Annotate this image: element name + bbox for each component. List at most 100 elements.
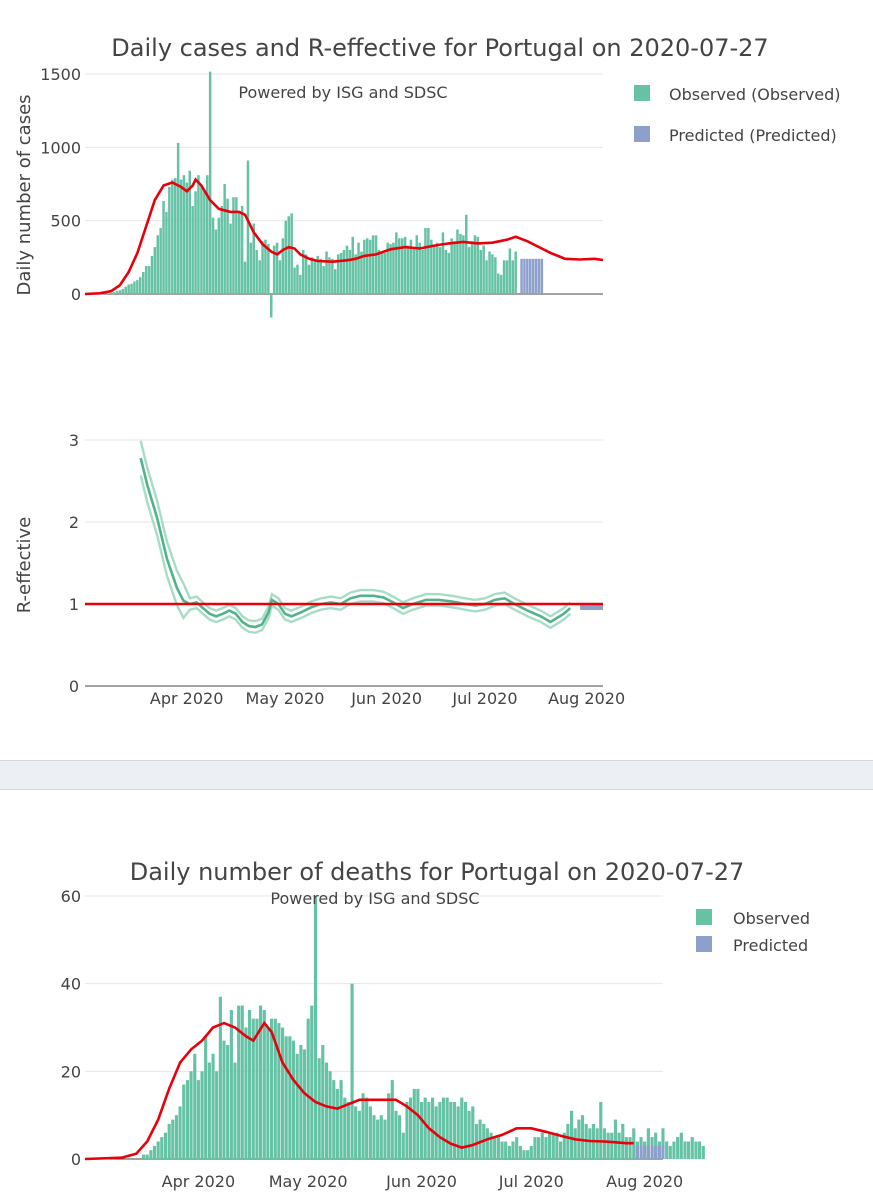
observed-bar [262, 1010, 266, 1159]
observed-bar [430, 239, 433, 294]
observed-bar [427, 228, 430, 294]
observed-bar [441, 232, 445, 294]
r-lower-band [139, 475, 571, 634]
observed-bar [206, 175, 209, 294]
observed-bar [222, 1040, 226, 1159]
observed-bar [152, 1145, 157, 1159]
observed-bar [163, 1132, 168, 1159]
observed-bar [447, 252, 450, 294]
observed-bar [211, 217, 215, 294]
observed-bar [174, 178, 177, 294]
observed-bar [223, 184, 226, 294]
observed-bar [281, 238, 285, 294]
observed-bar [409, 1097, 413, 1159]
observed-bar [182, 1084, 186, 1159]
observed-bar [179, 179, 183, 294]
observed-bar [698, 1141, 702, 1159]
observed-bar [196, 1080, 200, 1159]
x-tick-label: May 2020 [269, 1172, 348, 1191]
observed-bar [537, 1137, 541, 1159]
predicted-bar [540, 258, 544, 294]
observed-bar [668, 1145, 672, 1159]
observed-bar [339, 1080, 343, 1159]
observed-bar [366, 238, 369, 294]
observed-bar [412, 1088, 416, 1159]
observed-bar [376, 1119, 380, 1159]
observed-bar [214, 229, 218, 294]
observed-bar [493, 1137, 497, 1159]
observed-bar [661, 1128, 665, 1159]
observed-bar [522, 1150, 526, 1159]
observed-bar [478, 1119, 482, 1159]
observed-bar [357, 1110, 361, 1159]
observed-bar [307, 264, 311, 294]
observed-bar [628, 1137, 632, 1159]
observed-bar [171, 1119, 175, 1159]
observed-bar [167, 1123, 171, 1159]
observed-bar [244, 1027, 248, 1159]
observed-bar [357, 242, 360, 294]
observed-bar [511, 1141, 515, 1159]
observed-bar [416, 1088, 420, 1159]
observed-bar [313, 260, 317, 294]
observed-bar [566, 1123, 570, 1159]
observed-bar [248, 1010, 252, 1159]
cases-legend[interactable]: Observed (Observed) Predicted (Predicted… [634, 85, 841, 145]
observed-bar [273, 1018, 277, 1159]
r-x-tick-label: Jun 2020 [350, 689, 422, 708]
observed-bar [390, 1080, 394, 1159]
observed-bar [392, 242, 395, 294]
observed-bar [290, 213, 293, 294]
observed-bar [363, 239, 366, 294]
r-effective-panel: 0 1 2 3 R-effective Apr 2020 May 2020 Jun 202… [14, 431, 625, 708]
observed-bar [360, 251, 363, 294]
observed-bar [372, 1115, 376, 1159]
observed-bar [336, 254, 340, 294]
observed-bar [270, 294, 273, 318]
observed-bar [386, 242, 389, 294]
predicted-bar [643, 1145, 647, 1159]
observed-bar [496, 1137, 500, 1159]
deaths-legend[interactable]: Observed Predicted [696, 909, 810, 955]
observed-bar [654, 1132, 658, 1159]
y-tick-label-60: 60 [61, 887, 81, 906]
observed-bar [562, 1132, 566, 1159]
observed-bar [701, 1145, 705, 1159]
observed-bar [208, 71, 212, 294]
observed-bar [497, 273, 500, 294]
observed-bar [456, 1106, 460, 1159]
observed-bar [149, 1150, 153, 1159]
legend-deaths-observed-label: Observed [733, 909, 810, 928]
observed-bar [150, 255, 154, 294]
observed-bar [610, 1132, 614, 1159]
observed-bar [533, 1137, 537, 1159]
observed-bar [162, 200, 165, 294]
deaths-observed-bars [142, 896, 705, 1160]
observed-bar [646, 1128, 650, 1159]
predicted-bar [639, 1145, 643, 1159]
observed-bar [220, 206, 223, 294]
observed-bar [153, 247, 157, 294]
observed-bar [415, 235, 418, 294]
predicted-bar [523, 258, 526, 294]
observed-bar [518, 1145, 522, 1159]
observed-bar [450, 238, 453, 294]
deaths-smoothed-line [84, 1020, 634, 1161]
observed-bar [299, 274, 302, 294]
observed-bar [540, 1132, 544, 1159]
observed-bar [104, 293, 107, 294]
observed-bar [232, 197, 235, 294]
observed-bar [617, 1132, 621, 1159]
observed-bar [335, 1088, 339, 1159]
observed-bar [423, 1097, 427, 1159]
y-tick-label-0: 0 [71, 285, 81, 304]
observed-bar [504, 1141, 508, 1159]
predicted-bar [661, 1145, 665, 1159]
observed-bar [130, 283, 133, 294]
observed-bar [229, 1010, 233, 1159]
observed-bar [319, 258, 322, 294]
observed-bar [544, 1137, 548, 1159]
observed-bar [296, 264, 299, 294]
observed-bar [207, 1062, 211, 1159]
observed-bar [449, 1102, 453, 1159]
